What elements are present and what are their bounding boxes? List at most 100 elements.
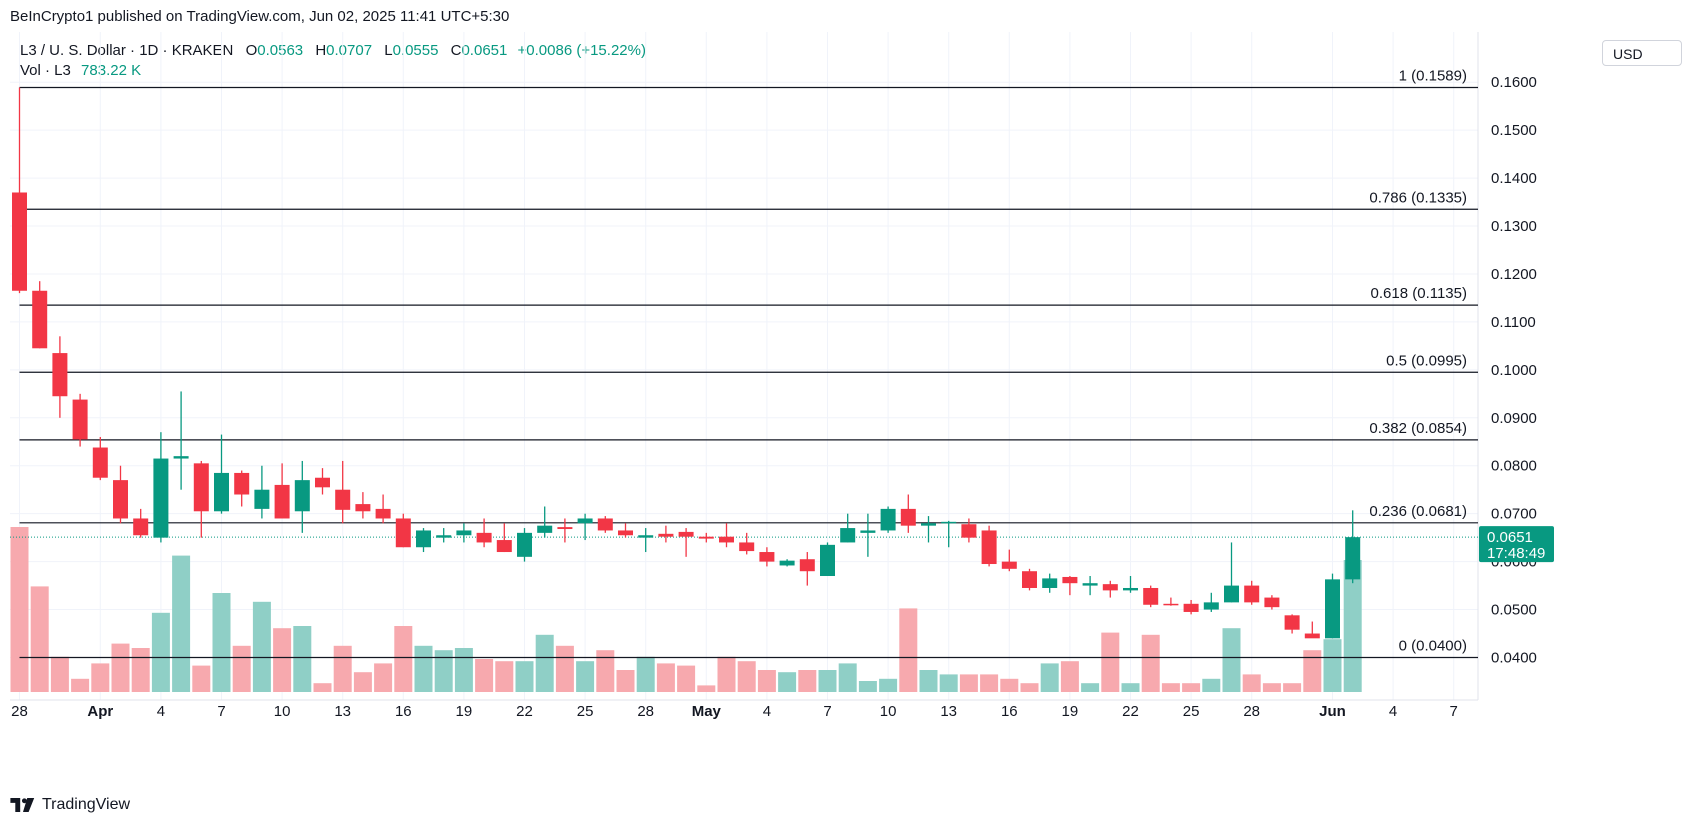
candle-body — [719, 536, 734, 543]
volume-bar — [1182, 683, 1201, 692]
volume-bar — [212, 593, 231, 692]
date-tick-label: 4 — [763, 703, 771, 720]
volume-bar — [313, 683, 332, 692]
candle-body — [618, 530, 633, 536]
candle-body — [860, 530, 876, 533]
candle-body — [900, 508, 916, 526]
price-tick-label: 0.0400 — [1491, 650, 1537, 667]
volume-bar — [192, 665, 211, 692]
volume-bar — [172, 555, 191, 692]
candle-body — [1284, 615, 1300, 630]
volume-legend: Vol · L3 783.22 K — [20, 62, 143, 79]
volume-bar — [1222, 628, 1241, 692]
volume-bar — [838, 663, 857, 692]
fib-level-label: 0.786 (0.1335) — [1369, 189, 1467, 206]
volume-bar — [1060, 661, 1079, 692]
volume-bar — [232, 645, 251, 692]
volume-bar — [858, 681, 877, 692]
candle-body — [698, 536, 714, 539]
price-tick-label: 0.1100 — [1491, 314, 1536, 331]
candle-body — [941, 521, 957, 524]
candle-body — [577, 518, 593, 524]
volume-bar — [1303, 650, 1322, 692]
volume-bar — [1202, 678, 1221, 692]
symbol-label[interactable]: L3 / U. S. Dollar · 1D · KRAKEN — [20, 42, 234, 59]
candle-body — [880, 508, 896, 531]
candle-body — [658, 533, 674, 537]
current-price-tag — [1479, 526, 1554, 563]
candle-body — [1123, 587, 1138, 591]
price-tick-label: 0.1300 — [1491, 218, 1537, 235]
candle-body — [840, 528, 856, 543]
volume-bar — [1283, 683, 1302, 692]
volume-bar — [1000, 678, 1019, 692]
currency-button[interactable]: USD — [1602, 40, 1682, 66]
volume-bar — [454, 648, 473, 692]
volume-bar — [717, 656, 736, 692]
date-tick-label: 16 — [395, 703, 412, 720]
candle-body — [1143, 587, 1159, 605]
candle-body — [375, 508, 391, 519]
candle-body — [335, 489, 351, 510]
candle-body — [355, 504, 371, 512]
close-value: 0.0651 — [461, 42, 508, 59]
volume-value: 783.22 K — [81, 62, 142, 79]
candle-body — [234, 472, 250, 495]
volume-bar — [596, 650, 615, 692]
volume-bar — [757, 670, 776, 692]
candle-body — [981, 530, 997, 565]
ohlc-legend: L3 / U. S. Dollar · 1D · KRAKEN O0.0563 … — [20, 42, 648, 59]
candle-body — [1082, 583, 1098, 586]
volume-bar — [30, 586, 49, 692]
candle-body — [416, 530, 431, 548]
volume-bar — [1020, 683, 1039, 692]
candle-body — [921, 523, 936, 526]
date-tick-label: 19 — [456, 703, 473, 720]
candle-body — [1183, 603, 1199, 612]
fib-level-label: 0.5 (0.0995) — [1386, 352, 1467, 369]
volume-bar — [10, 527, 29, 692]
date-tick-label: 10 — [274, 703, 291, 720]
low-label: L — [384, 42, 393, 59]
low-value: 0.0555 — [392, 42, 439, 59]
volume-bar — [414, 645, 433, 692]
date-tick-label: 13 — [940, 703, 957, 720]
candle-body — [638, 535, 654, 538]
candle-body — [193, 463, 209, 512]
volume-bar — [697, 685, 716, 692]
volume-bar — [293, 626, 312, 692]
candle-body — [274, 484, 290, 519]
current-price-tag-value: 0.0651 — [1487, 529, 1533, 546]
date-tick-label: 19 — [1062, 703, 1079, 720]
candle-body — [1062, 576, 1078, 584]
volume-label[interactable]: Vol · L3 — [20, 62, 71, 79]
price-tick-label: 0.0800 — [1491, 458, 1537, 475]
volume-bar — [91, 663, 110, 692]
candle-body — [1203, 602, 1219, 610]
candle-body — [557, 527, 573, 530]
candle-body — [1304, 633, 1320, 639]
volume-bar — [1323, 639, 1342, 692]
date-tick-label: 7 — [823, 703, 831, 720]
volume-bar — [71, 678, 90, 692]
open-value: 0.0563 — [257, 42, 304, 59]
fib-level-label: 0.382 (0.0854) — [1369, 420, 1467, 437]
candle-body — [395, 518, 411, 548]
volume-bar — [131, 648, 150, 692]
volume-bar — [939, 674, 958, 692]
price-tick-label: 0.1000 — [1491, 362, 1537, 379]
date-tick-label: 28 — [1243, 703, 1260, 720]
candle-body — [739, 542, 755, 552]
volume-bar — [535, 634, 554, 692]
price-tick-label: 0.1400 — [1491, 170, 1537, 187]
candle-body — [517, 532, 532, 557]
volume-bar — [636, 656, 655, 692]
volume-bar — [778, 672, 797, 692]
footer-brand-label: TradingView — [42, 796, 131, 813]
change-value: +0.0086 (+15.22%) — [517, 42, 646, 59]
volume-bar — [1262, 683, 1281, 692]
date-tick-label: 28 — [637, 703, 654, 720]
date-tick-label: 16 — [1001, 703, 1018, 720]
price-tick-label: 0.1200 — [1491, 266, 1537, 283]
